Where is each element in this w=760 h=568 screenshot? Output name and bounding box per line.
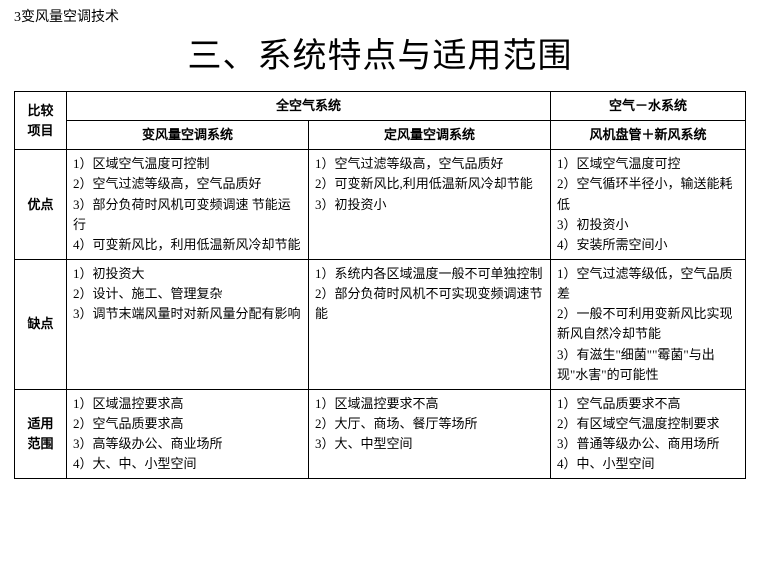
table-header-row-2: 变风量空调系统 定风量空调系统 风机盘管＋新风系统	[15, 121, 746, 150]
table-row-advantages: 优点 1）区域空气温度可控制 2）空气过滤等级高，空气品质好 3）部分负荷时风机…	[15, 150, 746, 260]
table-row-disadvantages: 缺点 1）初投资大 2）设计、施工、管理复杂 3）调节末端风量时对新风量分配有影…	[15, 259, 746, 389]
list-item: 2）大厅、商场、餐厅等场所	[315, 414, 544, 434]
list-item: 1）区域空气温度可控	[557, 154, 739, 174]
row-label-advantages: 优点	[15, 150, 67, 260]
list-item: 2）空气循环半径小，输送能耗低	[557, 174, 739, 214]
list-item: 3）初投资小	[315, 195, 544, 215]
cell-cav-advantages: 1）空气过滤等级高，空气品质好 2）可变新风比,利用低温新风冷却节能 3）初投资…	[309, 150, 551, 260]
cell-vav-advantages: 1）区域空气温度可控制 2）空气过滤等级高，空气品质好 3）部分负荷时风机可变频…	[67, 150, 309, 260]
list-item: 1）区域温控要求高	[73, 394, 302, 414]
cell-cav-disadvantages: 1）系统内各区域温度一般不可单独控制 2）部分负荷时风机不可实现变频调速节能	[309, 259, 551, 389]
list-item: 2）空气过滤等级高，空气品质好	[73, 174, 302, 194]
list-item: 4）可变新风比，利用低温新风冷却节能	[73, 235, 302, 255]
row-label-scope: 适用 范围	[15, 389, 67, 479]
row-label-scope-l2: 范围	[27, 436, 53, 451]
header-compare-l1: 比较	[27, 103, 53, 118]
row-label-scope-l1: 适用	[27, 416, 53, 431]
breadcrumb: 3变风量空调技术	[14, 6, 746, 26]
list-item: 2）有区域空气温度控制要求	[557, 414, 739, 434]
list-item: 1）系统内各区域温度一般不可单独控制	[315, 264, 544, 284]
list-item: 1）区域温控要求不高	[315, 394, 544, 414]
cell-fcu-advantages: 1）区域空气温度可控 2）空气循环半径小，输送能耗低 3）初投资小 4）安装所需…	[551, 150, 746, 260]
header-vav: 变风量空调系统	[67, 121, 309, 150]
cell-vav-scope: 1）区域温控要求高 2）空气品质要求高 3）高等级办公、商业场所 4）大、中、小…	[67, 389, 309, 479]
list-item: 2）部分负荷时风机不可实现变频调速节能	[315, 284, 544, 324]
header-compare-l2: 项目	[27, 123, 53, 138]
cell-fcu-scope: 1）空气品质要求不高 2）有区域空气温度控制要求 3）普通等级办公、商用场所 4…	[551, 389, 746, 479]
list-item: 2）一般不可利用变新风比实现新风自然冷却节能	[557, 304, 739, 344]
list-item: 4）中、小型空间	[557, 454, 739, 474]
header-fcu: 风机盘管＋新风系统	[551, 121, 746, 150]
table-header-row-1: 比较 项目 全空气系统 空气－水系统	[15, 92, 746, 121]
list-item: 3）普通等级办公、商用场所	[557, 434, 739, 454]
list-item: 2）设计、施工、管理复杂	[73, 284, 302, 304]
list-item: 1）区域空气温度可控制	[73, 154, 302, 174]
cell-fcu-disadvantages: 1）空气过滤等级低，空气品质差 2）一般不可利用变新风比实现新风自然冷却节能 3…	[551, 259, 746, 389]
list-item: 3）部分负荷时风机可变频调速 节能运行	[73, 195, 302, 235]
list-item: 3）有滋生"细菌""霉菌"与出现"水害"的可能性	[557, 345, 739, 385]
header-all-air: 全空气系统	[67, 92, 551, 121]
row-label-disadvantages: 缺点	[15, 259, 67, 389]
list-item: 3）高等级办公、商业场所	[73, 434, 302, 454]
list-item: 1）初投资大	[73, 264, 302, 284]
comparison-table: 比较 项目 全空气系统 空气－水系统 变风量空调系统 定风量空调系统 风机盘管＋…	[14, 91, 746, 479]
header-air-water: 空气－水系统	[551, 92, 746, 121]
page-title: 三、系统特点与适用范围	[14, 28, 746, 77]
table-row-scope: 适用 范围 1）区域温控要求高 2）空气品质要求高 3）高等级办公、商业场所 4…	[15, 389, 746, 479]
list-item: 3）初投资小	[557, 215, 739, 235]
list-item: 3）调节末端风量时对新风量分配有影响	[73, 304, 302, 324]
list-item: 2）空气品质要求高	[73, 414, 302, 434]
header-compare: 比较 项目	[15, 92, 67, 150]
list-item: 4）大、中、小型空间	[73, 454, 302, 474]
list-item: 2）可变新风比,利用低温新风冷却节能	[315, 174, 544, 194]
list-item: 3）大、中型空间	[315, 434, 544, 454]
list-item: 1）空气过滤等级高，空气品质好	[315, 154, 544, 174]
list-item: 1）空气品质要求不高	[557, 394, 739, 414]
list-item: 4）安装所需空间小	[557, 235, 739, 255]
cell-vav-disadvantages: 1）初投资大 2）设计、施工、管理复杂 3）调节末端风量时对新风量分配有影响	[67, 259, 309, 389]
list-item: 1）空气过滤等级低，空气品质差	[557, 264, 739, 304]
header-cav: 定风量空调系统	[309, 121, 551, 150]
cell-cav-scope: 1）区域温控要求不高 2）大厅、商场、餐厅等场所 3）大、中型空间	[309, 389, 551, 479]
